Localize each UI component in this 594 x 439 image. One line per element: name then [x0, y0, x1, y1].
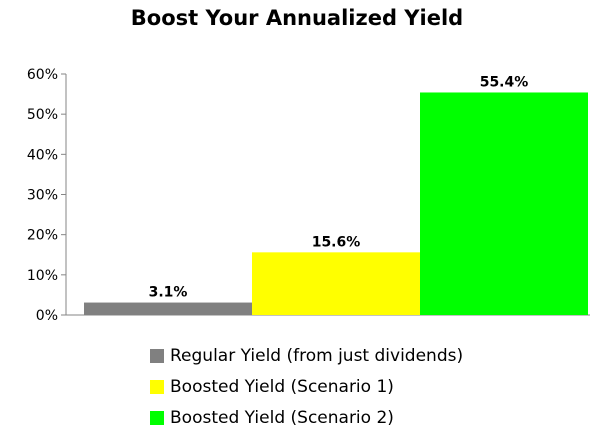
bars [84, 92, 588, 315]
y-axis-ticks: 0% 10% 20% 30% 40% 50% 60% [27, 67, 66, 324]
y-tick-label: 10% [27, 268, 58, 284]
data-label-series-3: 55.4% [480, 74, 529, 90]
y-tick-label: 60% [27, 67, 58, 83]
y-tick-label: 30% [27, 188, 58, 204]
legend-swatch [150, 348, 164, 363]
data-label-series-2: 15.6% [312, 234, 361, 250]
legend: Regular Yield (from just dividends) Boost… [150, 340, 463, 433]
legend-item-series-3: Boosted Yield (Scenario 2) [150, 402, 463, 433]
legend-item-series-1: Regular Yield (from just dividends) [150, 340, 463, 371]
y-tick-label: 50% [27, 107, 58, 123]
y-tick-label: 40% [27, 147, 58, 163]
chart-title: Boost Your Annualized Yield [130, 6, 464, 30]
y-tick-label: 20% [27, 228, 58, 244]
legend-item-series-2: Boosted Yield (Scenario 1) [150, 371, 463, 402]
data-labels: 3.1% 15.6% 55.4% [149, 74, 529, 300]
legend-label: Boosted Yield (Scenario 1) [170, 376, 394, 397]
data-label-series-1: 3.1% [149, 285, 188, 301]
legend-swatch [150, 379, 164, 394]
bar-series-3 [420, 92, 588, 315]
legend-label: Boosted Yield (Scenario 2) [170, 407, 394, 428]
bar-series-2 [252, 252, 420, 315]
legend-label: Regular Yield (from just dividends) [170, 345, 464, 366]
y-tick-label: 0% [36, 308, 58, 324]
bar-series-1 [84, 302, 252, 315]
legend-swatch [150, 410, 164, 425]
